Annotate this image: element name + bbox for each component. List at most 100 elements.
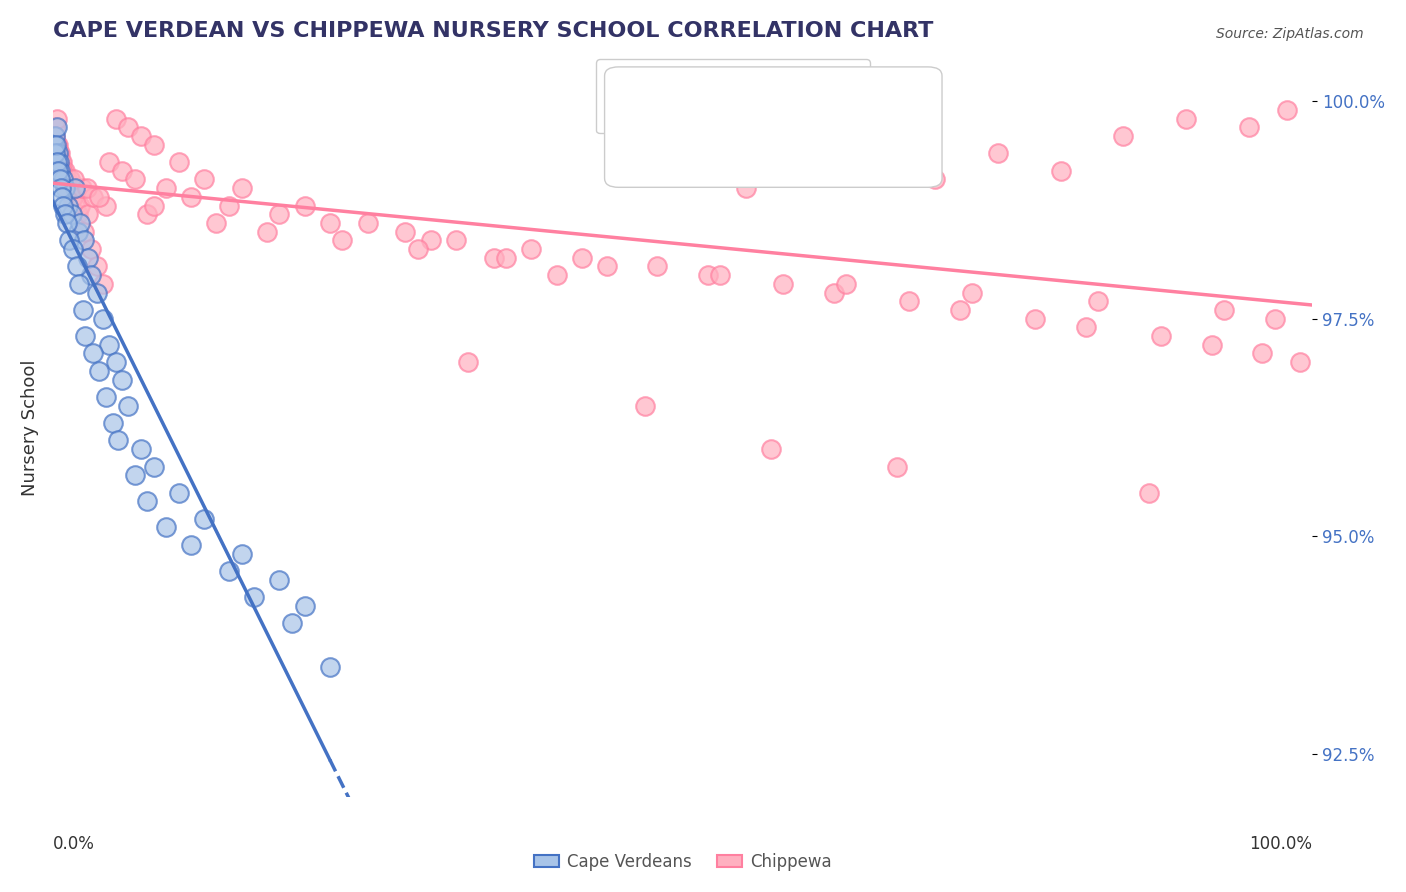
Point <box>860 155 883 169</box>
Point <box>86 260 108 274</box>
Point <box>256 225 278 239</box>
Point <box>180 190 202 204</box>
Point <box>772 277 794 291</box>
Point <box>218 198 240 212</box>
Point <box>835 277 858 291</box>
Point <box>1201 337 1223 351</box>
Point <box>104 355 127 369</box>
Point <box>142 137 165 152</box>
Point <box>671 163 693 178</box>
Point <box>155 520 177 534</box>
Point <box>86 285 108 300</box>
Point <box>886 459 908 474</box>
Point <box>62 190 84 204</box>
Point <box>104 112 127 126</box>
Point <box>91 277 114 291</box>
Point <box>48 146 70 161</box>
Point <box>117 399 139 413</box>
Point <box>634 399 657 413</box>
Point <box>319 659 342 673</box>
Point <box>53 163 76 178</box>
Point <box>91 311 114 326</box>
Point <box>709 268 731 282</box>
Point <box>60 207 83 221</box>
Point <box>69 198 91 212</box>
Point <box>42 128 65 143</box>
Point <box>294 599 316 613</box>
Text: 0.0%: 0.0% <box>52 835 94 853</box>
Point <box>111 163 134 178</box>
Point <box>734 181 756 195</box>
Point <box>53 172 76 186</box>
Point <box>56 198 79 212</box>
Point <box>167 485 190 500</box>
Point <box>823 285 845 300</box>
Point <box>1213 302 1236 317</box>
Point <box>1024 311 1046 326</box>
Point <box>45 137 67 152</box>
Point <box>1264 311 1286 326</box>
Point <box>1049 163 1071 178</box>
Point <box>231 181 253 195</box>
Point <box>58 233 80 247</box>
Point <box>51 163 73 178</box>
Point <box>66 260 89 274</box>
Point <box>193 512 215 526</box>
Point <box>124 468 146 483</box>
Point <box>231 547 253 561</box>
Point <box>1277 103 1299 117</box>
Point <box>949 302 972 317</box>
Point <box>69 216 91 230</box>
Point <box>1150 329 1173 343</box>
Point <box>129 128 152 143</box>
Point <box>82 190 104 204</box>
Point <box>797 137 820 152</box>
Point <box>924 172 946 186</box>
Point <box>45 112 67 126</box>
Point <box>46 137 69 152</box>
Point <box>73 225 96 239</box>
Point <box>94 390 117 404</box>
Point <box>65 181 87 195</box>
Point <box>46 146 69 161</box>
Point <box>898 294 921 309</box>
Point <box>63 172 86 186</box>
Point <box>70 181 93 195</box>
Point <box>89 364 111 378</box>
Point <box>44 120 66 135</box>
Point <box>82 346 104 360</box>
Point <box>45 137 67 152</box>
Point <box>111 372 134 386</box>
Point <box>67 277 90 291</box>
Point <box>77 207 100 221</box>
Point <box>48 146 70 161</box>
Point <box>46 155 69 169</box>
Point <box>1251 346 1274 360</box>
Point <box>48 163 70 178</box>
Point <box>66 207 89 221</box>
Point <box>52 198 75 212</box>
Point <box>53 207 76 221</box>
Point <box>44 128 66 143</box>
Point <box>406 242 429 256</box>
Point <box>520 242 543 256</box>
Point <box>44 146 66 161</box>
Point <box>51 155 73 169</box>
Point <box>155 181 177 195</box>
Point <box>44 128 66 143</box>
Point <box>62 242 84 256</box>
Point <box>1239 120 1261 135</box>
Point <box>136 207 159 221</box>
Point <box>52 163 75 178</box>
Point <box>1175 112 1198 126</box>
Point <box>75 329 97 343</box>
Point <box>571 251 593 265</box>
Point <box>180 538 202 552</box>
Point <box>117 120 139 135</box>
Point <box>647 260 669 274</box>
Point <box>107 434 129 448</box>
Point <box>495 251 517 265</box>
Point <box>55 172 77 186</box>
Point <box>546 268 568 282</box>
Point <box>243 590 266 604</box>
